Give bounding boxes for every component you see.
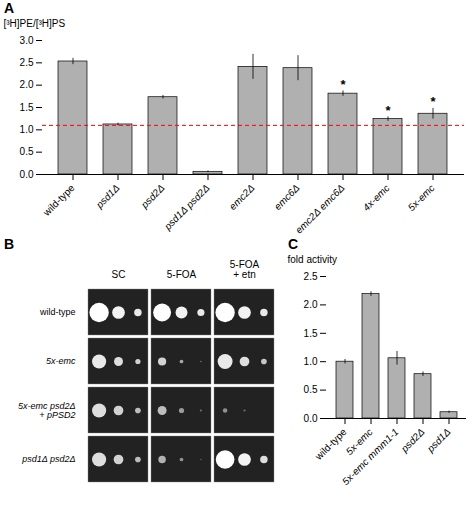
svg-text:emc2Δ: emc2Δ [227, 182, 257, 212]
svg-text:2.5: 2.5 [304, 271, 318, 282]
svg-text:4x-emc: 4x-emc [361, 182, 392, 213]
html-text:B: B [4, 236, 15, 252]
svg-text:1.5: 1.5 [20, 102, 34, 113]
svg-text:0.5: 0.5 [20, 146, 34, 157]
svg-text:wild-type: wild-type [39, 307, 76, 317]
html-text:A: A [4, 0, 15, 16]
svg-text:emc2Δ emc6Δ: emc2Δ emc6Δ [293, 182, 347, 236]
svg-text:0.0: 0.0 [304, 413, 318, 424]
svg-text:[³H]PE/[³H]PS: [³H]PE/[³H]PS [4, 18, 66, 29]
svg-text:*: * [385, 103, 391, 118]
svg-text:*: * [340, 77, 346, 92]
svg-text:psd1Δ: psd1Δ [424, 426, 453, 455]
svg-text:*: * [430, 94, 436, 109]
svg-text:3.0: 3.0 [20, 35, 34, 46]
svg-text:emc6Δ: emc6Δ [272, 182, 302, 212]
svg-text:psd1Δ psd2Δ: psd1Δ psd2Δ [21, 454, 75, 464]
svg-text:1.0: 1.0 [304, 356, 318, 367]
svg-text:2.0: 2.0 [20, 79, 34, 90]
svg-text:psd2Δ: psd2Δ [138, 182, 167, 211]
svg-text:1.0: 1.0 [20, 124, 34, 135]
svg-text:wild-type: wild-type [312, 426, 349, 463]
svg-text:psd1Δ: psd1Δ [93, 182, 122, 211]
svg-text:5x-emc: 5x-emc [46, 356, 76, 366]
svg-text:5x-emc: 5x-emc [406, 182, 437, 213]
svg-text:2.5: 2.5 [20, 57, 34, 68]
svg-text:5x-emc psd2Δ+ pPSD2: 5x-emc psd2Δ+ pPSD2 [18, 401, 76, 420]
svg-text:0.5: 0.5 [304, 384, 318, 395]
html-text:C: C [288, 236, 299, 252]
svg-text:5-FOA: 5-FOA [167, 269, 197, 280]
svg-text:psd1Δ psd2Δ: psd1Δ psd2Δ [161, 182, 212, 233]
svg-text:1.5: 1.5 [304, 328, 318, 339]
svg-text:SC: SC [112, 269, 126, 280]
svg-text:0.0: 0.0 [20, 169, 34, 180]
svg-text:fold activity: fold activity [288, 254, 337, 265]
svg-text:wild-type: wild-type [40, 182, 77, 219]
svg-text:2.0: 2.0 [304, 299, 318, 310]
svg-text:5x-emc mmm1-1: 5x-emc mmm1-1 [340, 426, 401, 487]
svg-text:psd2Δ: psd2Δ [398, 426, 427, 455]
svg-text:5-FOA+ etn: 5-FOA+ etn [230, 259, 260, 280]
